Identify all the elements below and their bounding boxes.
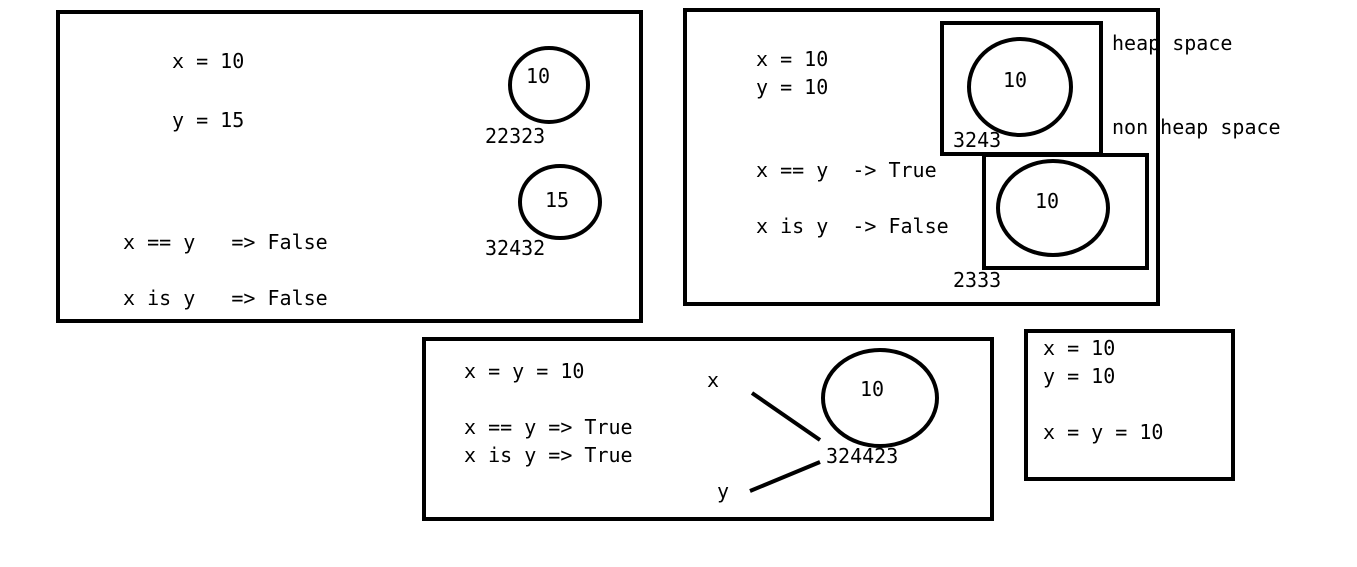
object-value: 10 xyxy=(526,64,550,88)
memory-object-2333: 10 xyxy=(996,159,1110,257)
assign-y-label: y = 10 xyxy=(756,75,829,99)
memory-object-22323: 10 xyxy=(508,46,590,124)
non-heap-space-label: non heap space xyxy=(1112,115,1281,139)
equality-result: x == y => True xyxy=(464,415,633,439)
non-heap-space-box xyxy=(982,153,1149,270)
chained-assignment-label: x = y = 10 xyxy=(1043,420,1164,444)
address-label-b: 32432 xyxy=(485,236,546,260)
panel-heap-comparison xyxy=(683,8,1160,306)
identity-result: x is y -> False xyxy=(756,214,949,238)
assign-x-label: x = 10 xyxy=(172,49,245,73)
panel-shared-reference xyxy=(422,337,994,521)
address-label-a: 22323 xyxy=(485,124,546,148)
variable-y-label: y xyxy=(717,479,730,503)
reference-line-x xyxy=(750,391,822,442)
equality-result: x == y -> True xyxy=(756,158,937,182)
object-value: 10 xyxy=(1003,68,1027,92)
assign-x-label: x = 10 xyxy=(1043,336,1116,360)
memory-object-324423: 10 xyxy=(821,348,939,448)
address-label-b: 2333 xyxy=(953,268,1002,292)
identity-result: x is y => False xyxy=(123,286,328,310)
heap-space-label: heap space xyxy=(1112,31,1233,55)
assign-y-label: y = 10 xyxy=(1043,364,1116,388)
assign-y-label: y = 15 xyxy=(172,108,245,132)
assign-x-label: x = 10 xyxy=(756,47,829,71)
object-value: 15 xyxy=(545,188,569,212)
variable-x-label: x xyxy=(707,368,720,392)
panel-different-values xyxy=(56,10,643,323)
reference-line-y xyxy=(749,460,821,493)
object-value: 10 xyxy=(860,377,884,401)
identity-result: x is y => True xyxy=(464,443,633,467)
memory-object-32432: 15 xyxy=(518,164,602,240)
memory-object-3243: 10 xyxy=(967,37,1073,137)
address-label: 324423 xyxy=(826,444,899,468)
address-label-a: 3243 xyxy=(953,128,1002,152)
panel-assignment-summary xyxy=(1024,329,1235,481)
chained-assignment-label: x = y = 10 xyxy=(464,359,585,383)
object-value: 10 xyxy=(1035,189,1059,213)
equality-result: x == y => False xyxy=(123,230,328,254)
